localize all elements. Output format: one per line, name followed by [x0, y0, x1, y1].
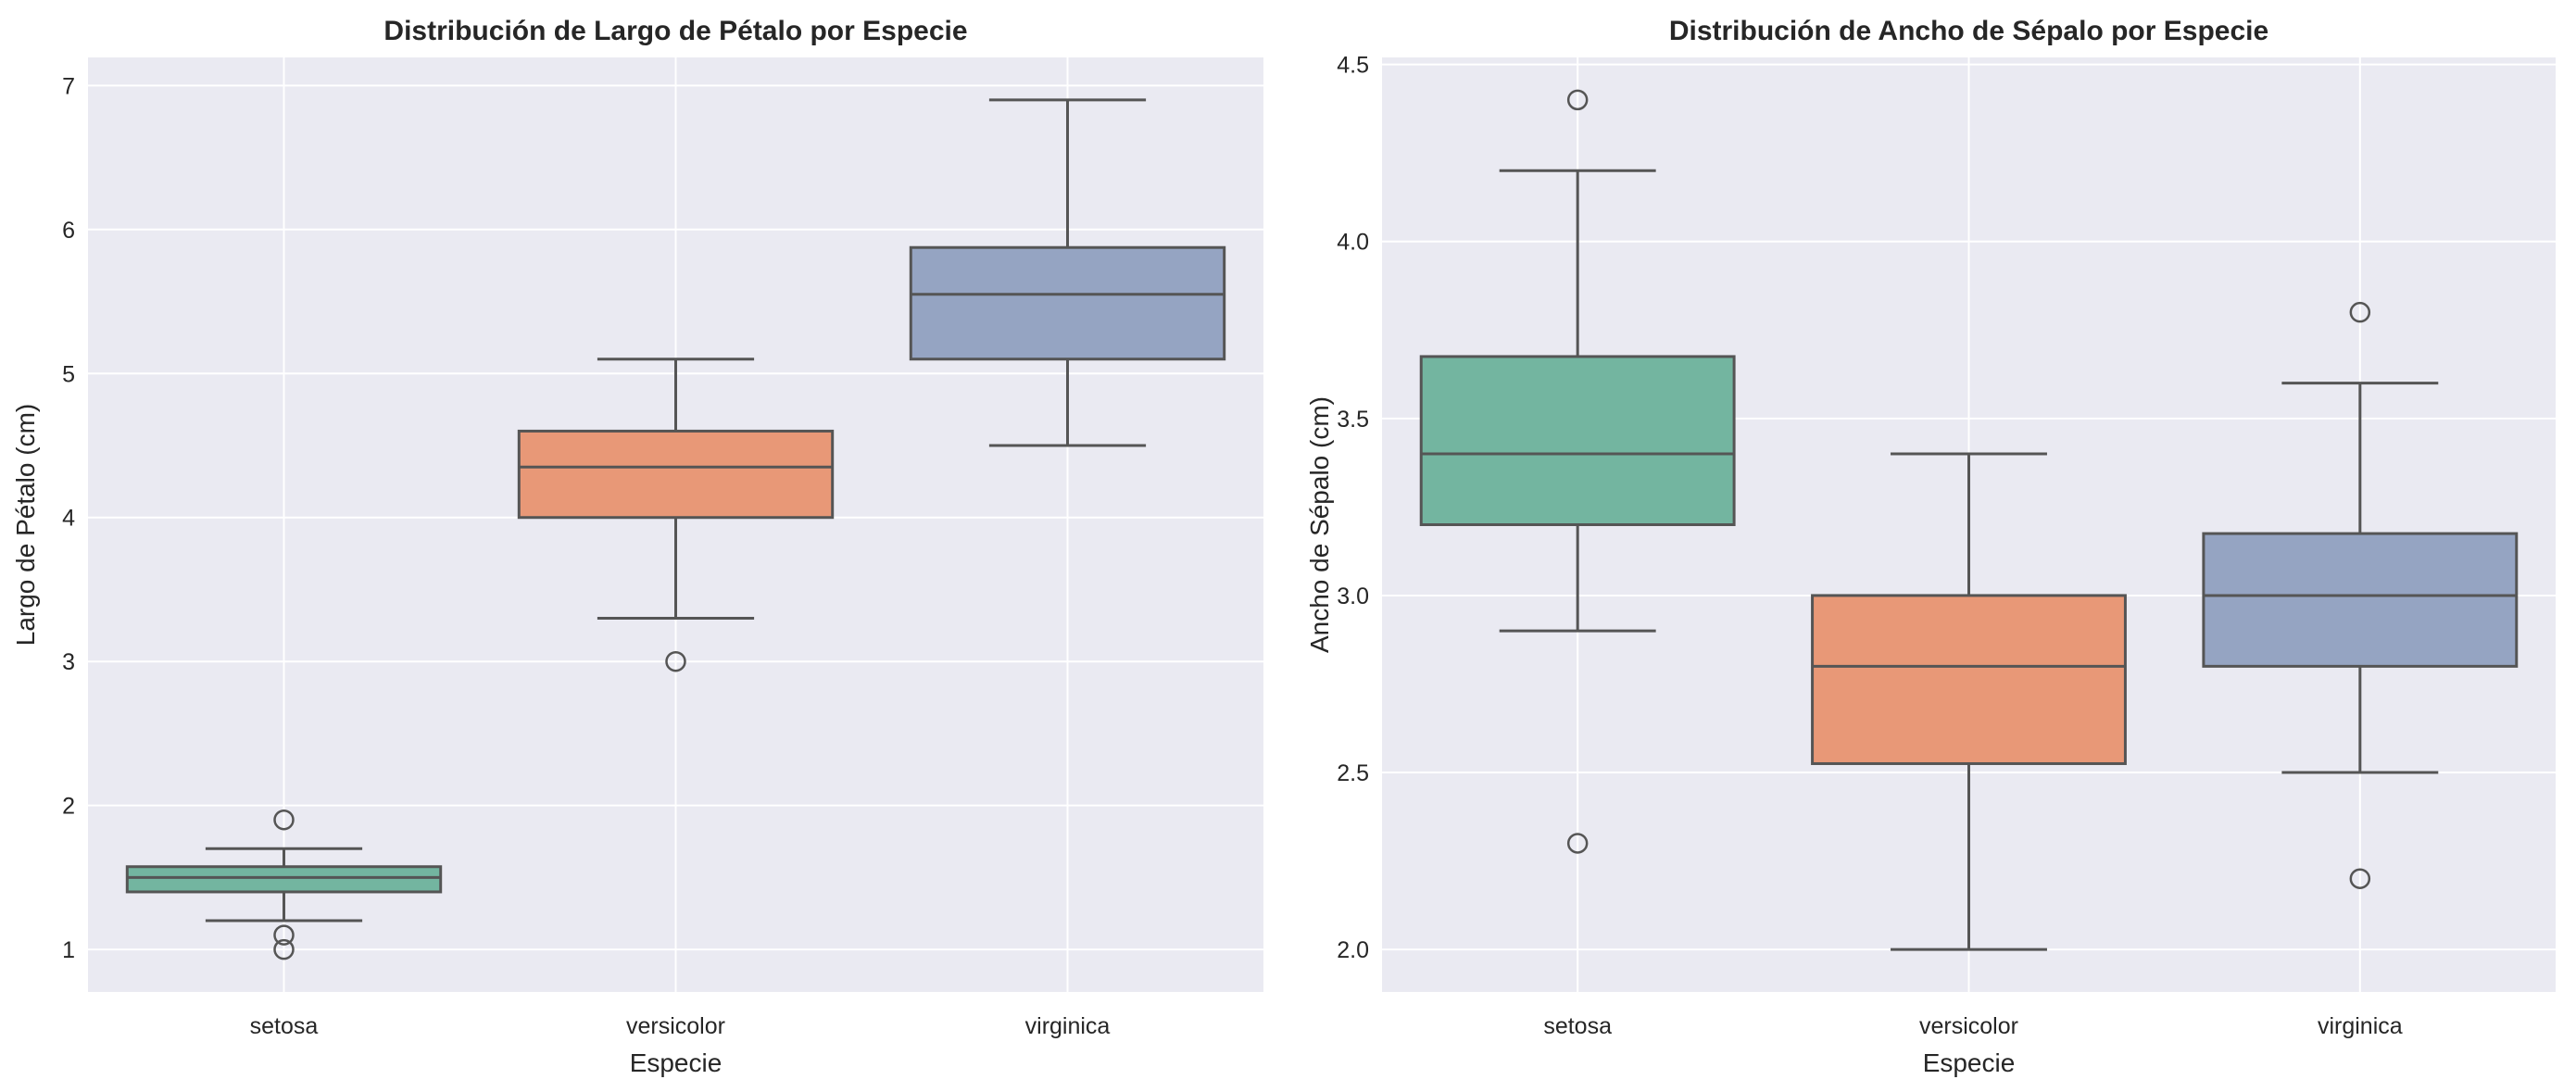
y-tick-label: 1: [62, 937, 75, 963]
y-tick-label: 6: [62, 218, 75, 244]
box-virginica: [2202, 301, 2519, 889]
chart-title: Distribución de Largo de Pétalo por Espe…: [383, 16, 967, 46]
x-tick-label: versicolor: [1919, 1013, 2018, 1039]
box-setosa: [125, 809, 443, 960]
chart-panel-2: 2.0 2.5 3.0 3.5 4.0 4.5 setosa versicolor virgin…: [1305, 16, 2556, 1077]
y-tick-label: 3.5: [1337, 407, 1369, 433]
chart-panel-1: 1 2 3 4 5 6 7 setosa versicolor virginica Distribu…: [11, 16, 1263, 1077]
x-axis-label: Especie: [1923, 1048, 2016, 1077]
box-virginica: [909, 98, 1226, 447]
y-tick-label: 2.0: [1337, 937, 1369, 963]
y-tick-label: 7: [62, 73, 75, 99]
y-tick-label: 2.5: [1337, 760, 1369, 786]
y-tick-label: 5: [62, 361, 75, 387]
outlier-point: [1566, 833, 1589, 854]
outlier-point: [2349, 301, 2371, 323]
x-tick-label: setosa: [1543, 1013, 1612, 1039]
box-versicolor: [1811, 452, 2127, 951]
x-tick-label: virginica: [1025, 1013, 1111, 1039]
iqr-box: [909, 245, 1226, 361]
outlier-point: [273, 809, 295, 831]
y-tick-label: 4: [62, 506, 75, 532]
y-tick-label: 4.5: [1337, 53, 1369, 79]
iqr-box: [1419, 355, 1736, 527]
outlier-point: [273, 924, 295, 946]
chart-title: Distribución de Ancho de Sépalo por Espe…: [1669, 16, 2268, 46]
y-axis-label: Largo de Pétalo (cm): [11, 404, 40, 646]
outlier-point: [665, 650, 686, 672]
box-versicolor: [517, 358, 835, 672]
box-setosa: [1419, 89, 1736, 854]
x-tick-label: virginica: [2318, 1013, 2403, 1039]
outlier-point: [273, 938, 295, 960]
iqr-box: [2202, 532, 2519, 668]
x-tick-label: versicolor: [626, 1013, 725, 1039]
x-axis-label: Especie: [630, 1048, 723, 1077]
outlier-point: [2349, 868, 2371, 889]
outlier-point: [1566, 89, 1589, 111]
iqr-box: [1811, 594, 2127, 765]
x-tick-label: setosa: [250, 1013, 319, 1039]
iqr-box: [125, 865, 443, 894]
y-tick-label: 4.0: [1337, 230, 1369, 256]
y-tick-label: 3.0: [1337, 584, 1369, 609]
iqr-box: [517, 429, 835, 520]
y-axis-label: Ancho de Sépalo (cm): [1305, 396, 1334, 653]
y-tick-label: 3: [62, 649, 75, 675]
y-tick-label: 2: [62, 794, 75, 820]
